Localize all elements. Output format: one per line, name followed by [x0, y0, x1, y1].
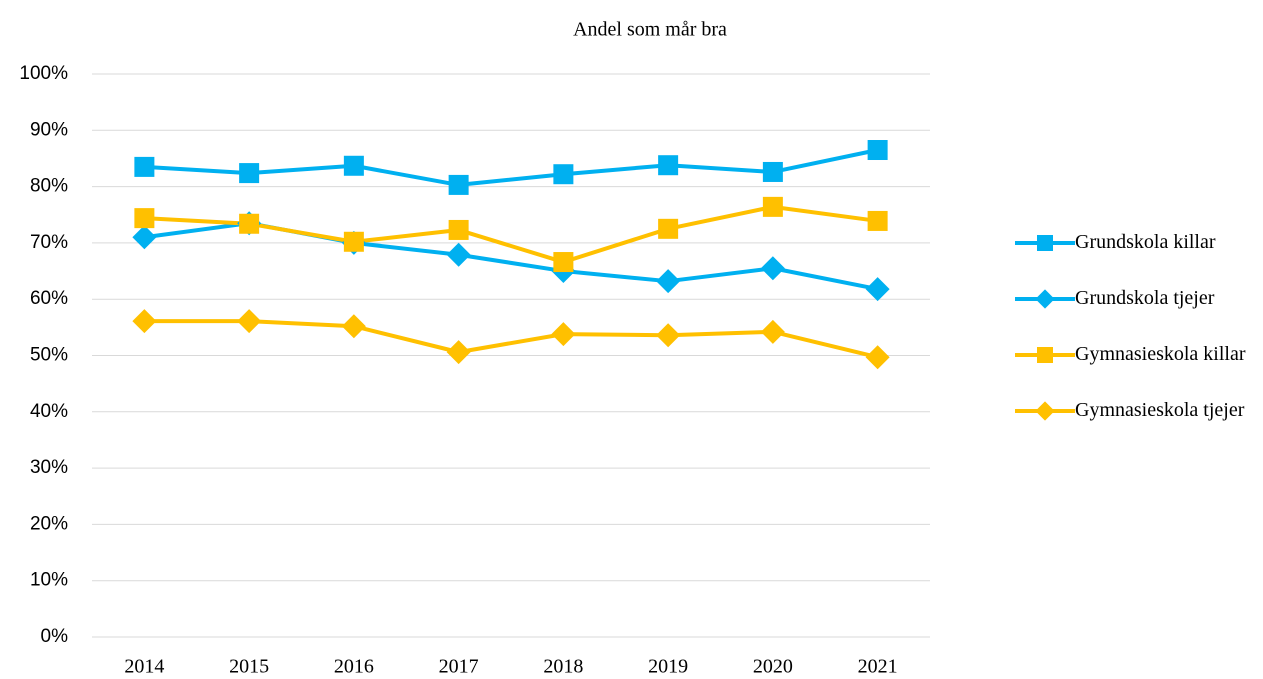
- marker: [551, 322, 576, 347]
- marker: [656, 323, 681, 348]
- x-tick-label: 2019: [648, 656, 688, 678]
- y-tick-label: 0%: [41, 626, 69, 647]
- legend-entry: Grundskola tjejer: [1015, 287, 1260, 343]
- x-tick-label: 2014: [124, 656, 164, 678]
- marker: [448, 174, 469, 195]
- marker: [658, 218, 679, 239]
- marker: [1035, 289, 1055, 309]
- series-line: [144, 204, 878, 265]
- marker: [132, 225, 157, 250]
- marker: [239, 213, 260, 234]
- marker: [865, 345, 890, 370]
- marker: [658, 155, 679, 176]
- marker: [553, 164, 574, 185]
- x-tick-label: 2020: [753, 656, 793, 678]
- marker: [446, 242, 471, 267]
- marker: [867, 210, 888, 231]
- marker: [762, 196, 783, 217]
- legend: Grundskola killar Grundskola tjejer Gymnas…: [1015, 231, 1260, 455]
- series-line: [144, 148, 879, 187]
- legend-symbol: [1015, 235, 1075, 251]
- legend-label: Grundskola killar: [1075, 231, 1216, 253]
- marker: [134, 156, 155, 177]
- x-tick-label: 2021: [858, 656, 898, 678]
- marker: [134, 208, 155, 229]
- y-tick-label: 40%: [30, 401, 68, 422]
- marker: [1037, 347, 1053, 363]
- marker: [239, 163, 260, 184]
- legend-entry: Grundskola killar: [1015, 231, 1260, 287]
- legend-symbol: [1015, 289, 1075, 309]
- legend-symbol: [1015, 347, 1075, 363]
- legend-label: Gymnasieskola killar: [1075, 343, 1246, 365]
- x-tick-label: 2015: [229, 656, 269, 678]
- marker: [656, 269, 681, 294]
- chart-title: Andel som mår bra: [573, 19, 727, 41]
- marker: [1035, 401, 1055, 421]
- y-tick-label: 50%: [30, 345, 68, 366]
- marker: [760, 256, 785, 281]
- legend-entry: Gymnasieskola tjejer: [1015, 399, 1260, 455]
- marker: [132, 309, 157, 334]
- y-tick-label: 10%: [30, 570, 68, 591]
- marker: [760, 319, 785, 344]
- marker: [343, 231, 364, 252]
- marker: [1037, 235, 1053, 251]
- y-tick-label: 30%: [30, 457, 68, 478]
- legend-label: Grundskola tjejer: [1075, 287, 1215, 309]
- legend-symbol: [1015, 401, 1075, 421]
- y-tick-label: 80%: [30, 176, 68, 197]
- y-tick-label: 20%: [30, 513, 68, 534]
- y-tick-label: 100%: [19, 63, 68, 84]
- marker: [448, 219, 469, 240]
- marker: [762, 161, 783, 182]
- y-tick-label: 90%: [30, 119, 68, 140]
- marker: [343, 155, 364, 176]
- marker: [867, 140, 888, 161]
- y-tick-label: 70%: [30, 232, 68, 253]
- x-tick-label: 2016: [334, 656, 374, 678]
- x-tick-label: 2018: [543, 656, 583, 678]
- y-tick-label: 60%: [30, 288, 68, 309]
- marker: [865, 277, 890, 302]
- x-tick-label: 2017: [439, 656, 479, 678]
- marker: [446, 340, 471, 365]
- legend-entry: Gymnasieskola killar: [1015, 343, 1260, 399]
- marker: [553, 252, 574, 273]
- series-line: [144, 319, 879, 360]
- marker: [341, 314, 366, 339]
- marker: [237, 309, 262, 334]
- legend-label: Gymnasieskola tjejer: [1075, 399, 1245, 421]
